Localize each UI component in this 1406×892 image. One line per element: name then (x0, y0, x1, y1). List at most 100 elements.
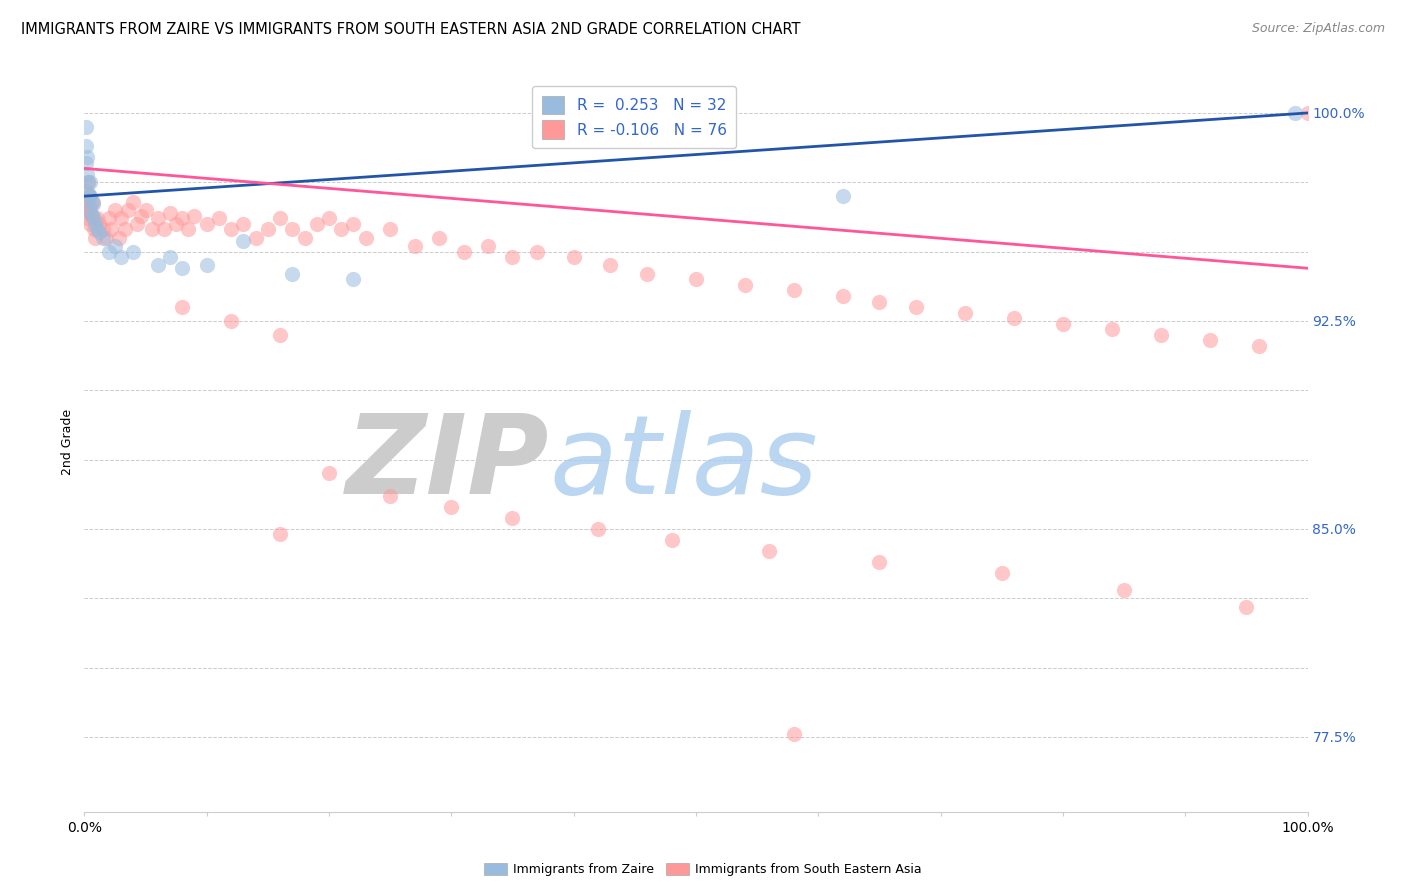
Point (146, 211, 169, 226)
Point (232, 234, 254, 248)
Point (783, 727, 806, 741)
Point (82, 194, 104, 209)
Point (79, 217, 101, 231)
Point (294, 231, 316, 245)
Point (96, 231, 118, 245)
Point (75, 156, 97, 170)
Point (104, 239, 127, 253)
Point (79, 200, 101, 214)
Point (91, 231, 114, 245)
Point (79, 189, 101, 203)
Legend: R =  0.253   N = 32, R = -0.106   N = 76: R = 0.253 N = 32, R = -0.106 N = 76 (533, 87, 735, 148)
Point (502, 250, 524, 264)
Point (208, 211, 231, 226)
Point (453, 244, 475, 259)
Point (219, 222, 242, 236)
Point (86, 211, 108, 226)
Point (183, 209, 205, 223)
Point (953, 305, 976, 319)
Point (84, 217, 107, 231)
Point (76, 150, 98, 164)
Point (1150, 327, 1173, 342)
Legend: Immigrants from Zaire, Immigrants from South Eastern Asia: Immigrants from Zaire, Immigrants from S… (479, 858, 927, 881)
Point (97, 244, 120, 259)
Text: ZIP: ZIP (346, 410, 550, 517)
Point (110, 211, 132, 226)
Point (1002, 311, 1025, 326)
Point (330, 222, 353, 236)
Point (269, 527, 291, 541)
Point (586, 522, 609, 536)
Point (783, 284, 806, 298)
Point (380, 222, 402, 236)
Point (80, 194, 103, 209)
Point (905, 300, 928, 314)
Point (77, 206, 100, 220)
Point (245, 231, 267, 245)
Point (1284, 106, 1306, 120)
Point (153, 222, 176, 236)
Point (159, 250, 181, 264)
Point (404, 239, 426, 253)
Point (685, 272, 707, 286)
Point (114, 222, 136, 236)
Point (122, 244, 145, 259)
Point (526, 244, 548, 259)
Point (342, 217, 364, 231)
Point (257, 222, 280, 236)
Point (76, 167, 98, 181)
Point (135, 202, 157, 217)
Point (734, 277, 756, 292)
Point (318, 211, 340, 226)
Point (636, 267, 658, 281)
Point (80, 209, 103, 223)
Point (1101, 322, 1123, 336)
Point (1236, 599, 1258, 614)
Text: atlas: atlas (550, 410, 818, 517)
Point (117, 202, 139, 217)
Point (82, 197, 104, 211)
Point (77, 194, 100, 209)
Point (1052, 317, 1074, 331)
Point (869, 555, 891, 569)
Point (354, 231, 377, 245)
Text: Source: ZipAtlas.com: Source: ZipAtlas.com (1251, 22, 1385, 36)
Point (97, 211, 120, 226)
Point (83, 211, 105, 226)
Point (440, 500, 463, 514)
Point (77, 175, 100, 189)
Point (87, 217, 110, 231)
Point (232, 217, 254, 231)
Point (1296, 106, 1319, 120)
Point (141, 222, 163, 236)
Point (281, 222, 304, 236)
Point (110, 250, 132, 264)
Point (104, 202, 127, 217)
Point (599, 259, 621, 273)
Point (100, 222, 122, 236)
Point (831, 289, 853, 303)
Point (77, 186, 100, 201)
Point (269, 327, 291, 342)
Point (661, 533, 683, 547)
Point (75, 120, 97, 134)
Point (1247, 339, 1270, 353)
Point (146, 259, 169, 273)
Point (1198, 334, 1220, 348)
Point (869, 294, 891, 309)
Point (195, 217, 218, 231)
Point (831, 189, 853, 203)
Point (172, 300, 194, 314)
Point (125, 217, 148, 231)
Point (75, 139, 97, 153)
Point (165, 217, 187, 231)
Point (502, 510, 524, 524)
Point (122, 194, 145, 209)
Point (318, 467, 340, 481)
Point (75, 202, 97, 217)
Point (562, 250, 585, 264)
Point (75, 184, 97, 198)
Point (83, 222, 105, 236)
Point (172, 261, 194, 276)
Point (427, 231, 450, 245)
